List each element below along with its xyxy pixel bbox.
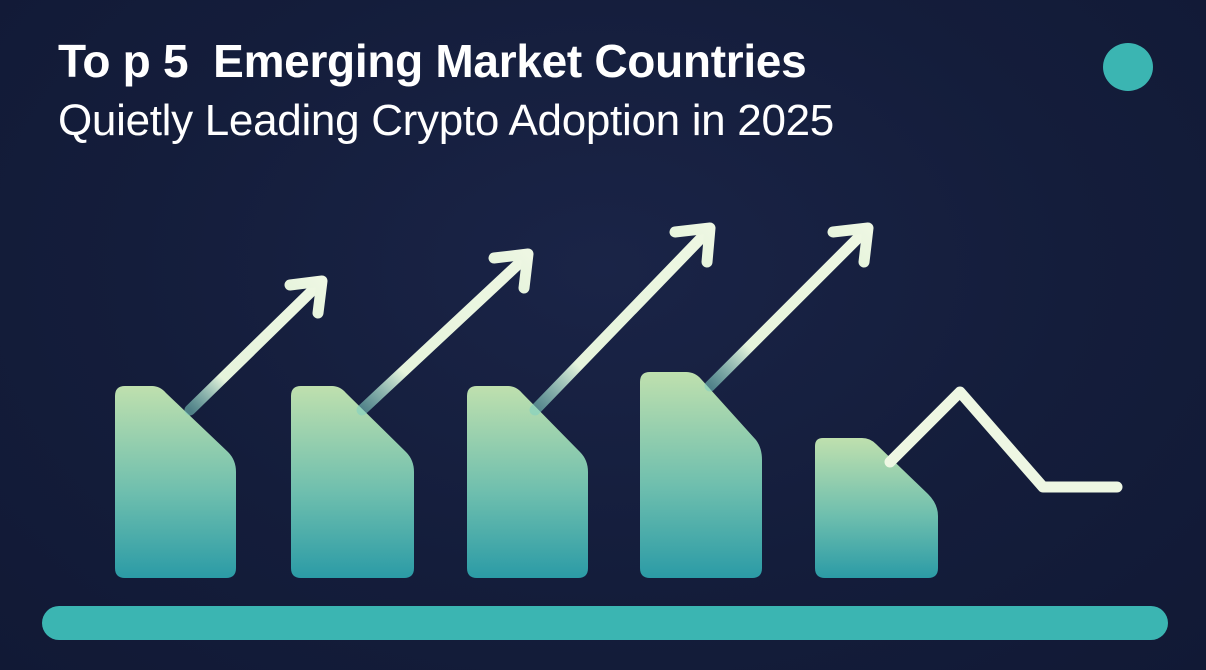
bar-2	[291, 386, 414, 578]
trend-up-arrow-icon	[356, 248, 534, 416]
circle-dot-icon	[1103, 43, 1153, 91]
bar-4	[640, 372, 762, 578]
trend-up-arrow-icon	[184, 275, 328, 416]
trend-up-arrow-icon	[529, 222, 716, 416]
bar-3	[467, 386, 588, 578]
headline: To p 5 Emerging Market Countries Quietly…	[58, 30, 1058, 150]
trend-up-arrow-icon	[704, 222, 874, 392]
trend-zigzag-line-icon	[884, 386, 1123, 493]
bar-5	[815, 438, 938, 578]
baseline-bar	[42, 606, 1168, 640]
bar-1	[115, 386, 236, 578]
headline-line-1: To p 5 Emerging Market Countries	[58, 35, 807, 87]
headline-line-2: Quietly Leading Crypto Adoption in 2025	[58, 96, 834, 145]
